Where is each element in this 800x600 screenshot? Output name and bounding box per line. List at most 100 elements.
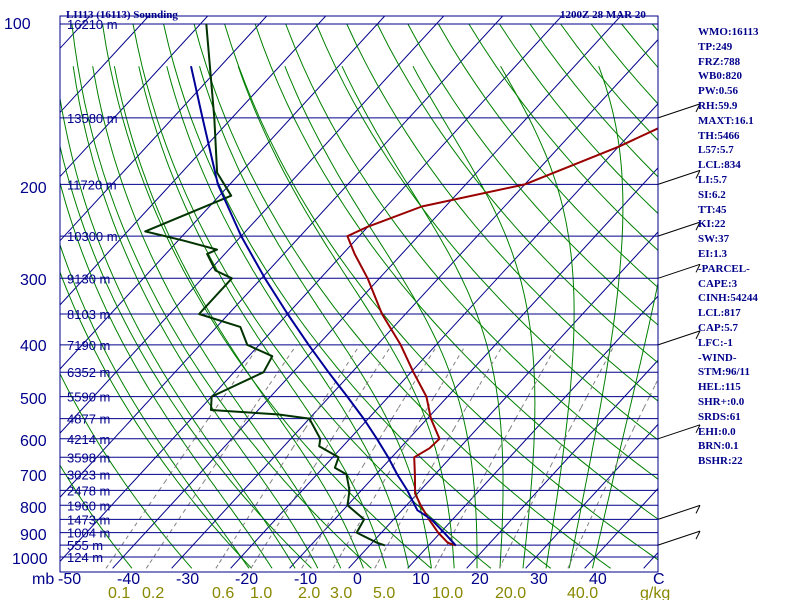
mixing-ratio-line <box>456 519 462 527</box>
mixing-ratio-line <box>158 482 165 491</box>
stats-line: LCL:834 <box>698 159 741 172</box>
mixing-ratio-line <box>428 344 438 360</box>
moist-adiabat <box>412 65 536 569</box>
mixing-ratio-line <box>307 550 313 558</box>
mixing-ratio-line <box>418 482 424 491</box>
mixing-ratio-line <box>276 519 282 527</box>
stats-line: EHI:0.0 <box>698 425 736 438</box>
temperature-tick-label: -30 <box>176 571 199 588</box>
moist-adiabat <box>113 66 364 569</box>
mixing-ratio-line <box>465 396 474 409</box>
mixing-ratio-line <box>301 562 306 569</box>
mixing-ratio-line <box>333 371 343 385</box>
temperature-tick-label: 40 <box>589 571 607 588</box>
pressure-axis-unit: mb <box>32 571 54 588</box>
mixing-ratio-line <box>633 418 640 430</box>
mixing-ratio-line <box>489 457 495 467</box>
wind-barb <box>657 530 701 546</box>
mixing-ratio-line <box>109 556 115 563</box>
mixing-ratio-line <box>268 532 274 540</box>
dry-adiabat <box>71 23 372 569</box>
moist-adiabat <box>284 66 478 569</box>
mixing-ratio-line <box>285 505 291 513</box>
stats-line: L57:5.7 <box>698 144 734 157</box>
mixing-ratio-line <box>580 532 585 540</box>
mixing-ratio-line <box>401 512 407 520</box>
mixing-ratio-line <box>331 428 339 440</box>
isotherm-line <box>289 167 658 569</box>
moist-adiabat <box>237 66 455 569</box>
mixing-ratio-line <box>230 538 235 546</box>
mixing-ratio-line <box>537 482 543 491</box>
mixing-ratio-line <box>504 428 511 440</box>
stats-line: FRZ:788 <box>698 55 741 68</box>
moist-adiabat <box>592 280 658 569</box>
mixing-ratio-line <box>447 428 455 440</box>
mixing-ratio-line <box>434 562 439 569</box>
mixing-ratio-line <box>121 538 127 546</box>
isotherm-line <box>60 16 327 306</box>
mixing-ratio-line <box>298 482 305 491</box>
mixing-ratio-line <box>453 418 461 430</box>
mixing-ratio-line <box>420 358 430 373</box>
mixing-ratio-line <box>182 505 189 513</box>
mixing-ratio-line <box>138 512 145 520</box>
mixing-ratio-tick-label: 1.0 <box>250 585 272 600</box>
mixing-ratio-line <box>208 465 215 475</box>
mixing-ratio-line <box>357 519 362 527</box>
stats-line: EI:1.3 <box>698 247 728 260</box>
mixing-ratio-line <box>475 482 482 491</box>
mixing-ratio-line <box>264 482 271 491</box>
mixing-ratio-line <box>391 407 399 419</box>
wind-barb-staff <box>657 530 701 546</box>
mixing-ratio-line <box>367 447 375 458</box>
mixing-ratio-line <box>280 457 288 467</box>
mixing-ratio-line <box>187 438 196 449</box>
mixing-ratio-line <box>586 384 594 397</box>
stats-line: BSHR:22 <box>698 455 743 468</box>
mixing-ratio-line <box>603 482 609 491</box>
mixing-ratio-line <box>232 428 240 440</box>
mixing-ratio-line <box>394 525 399 533</box>
mixing-ratio-line <box>437 447 444 458</box>
mixing-ratio-line <box>527 384 535 397</box>
pressure-tick-label: 600 <box>20 433 47 450</box>
mixing-ratio-line <box>215 396 225 409</box>
mixing-ratio-line <box>580 396 588 409</box>
mixing-ratio-line <box>318 396 327 409</box>
wind-barb-flag <box>695 170 701 179</box>
height-level-label: 1004 m <box>67 526 110 541</box>
temperature-tick-label: 20 <box>471 571 489 588</box>
mixing-ratio-line <box>225 438 234 449</box>
mixing-ratio-line <box>338 497 345 506</box>
mixing-ratio-line <box>223 384 233 397</box>
stats-line: WB0:820 <box>698 70 742 83</box>
mixing-ratio-line <box>234 532 239 540</box>
mixing-ratio-tick-label: 0.6 <box>212 585 234 600</box>
mixing-ratio-line <box>173 519 180 527</box>
stats-line: BRN:0.1 <box>698 440 739 453</box>
mixing-ratio-line <box>326 519 332 527</box>
mixing-ratio-line <box>567 562 571 569</box>
isotherm-line <box>230 103 658 569</box>
dry-adiabat <box>376 23 658 364</box>
mixing-ratio-line <box>303 474 310 483</box>
mixing-ratio-line <box>311 544 316 552</box>
mixing-ratio-line <box>117 544 123 552</box>
mixing-ratio-line <box>397 519 403 527</box>
isotherm-line <box>525 423 658 569</box>
temperature-tick-label: 10 <box>412 571 430 588</box>
stats-line: TH:5466 <box>698 129 740 142</box>
pressure-tick-label: 500 <box>20 391 47 408</box>
height-level-label: 124 m <box>67 550 103 565</box>
mixing-ratio-line <box>169 465 177 475</box>
stats-line: CINH:54244 <box>698 292 758 305</box>
mixing-ratio-line <box>472 384 481 397</box>
dry-adiabat <box>132 23 492 569</box>
mixing-ratio-line <box>467 497 473 506</box>
mixing-ratio-line <box>277 358 288 373</box>
mixing-ratio-line <box>569 418 576 430</box>
stats-line: LCL:817 <box>698 307 741 320</box>
dry-adiabat <box>285 23 658 480</box>
